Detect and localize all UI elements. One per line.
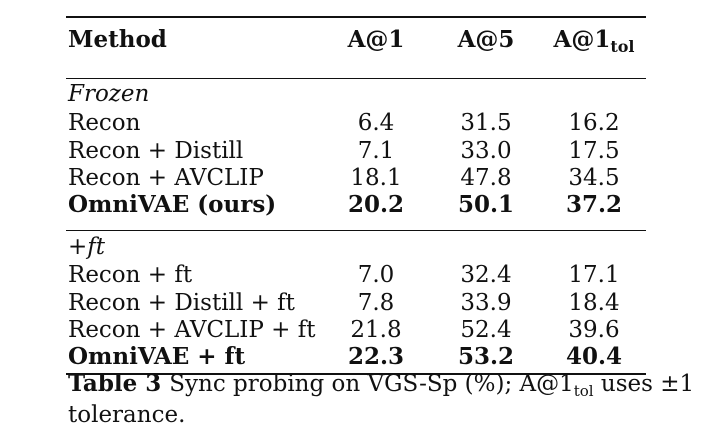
cell-method: OmniVAE + ft bbox=[68, 343, 246, 370]
header-row: Method A@1 A@5 A@1tol bbox=[66, 26, 646, 56]
cell-a1-tol: 17.5 bbox=[568, 138, 620, 164]
header-a1-tol-base: A@1 bbox=[553, 26, 611, 53]
table-row-highlight: OmniVAE (ours) 20.2 50.1 37.2 bbox=[66, 191, 646, 219]
cell-a5: 52.4 bbox=[460, 317, 512, 343]
cell-method: Recon + ft bbox=[68, 262, 193, 288]
caption-sub: tol bbox=[573, 382, 594, 400]
cell-a1: 7.1 bbox=[357, 138, 395, 164]
cell-method: Recon + AVCLIP + ft bbox=[68, 317, 316, 343]
cell-a1-tol: 34.5 bbox=[568, 165, 620, 191]
cell-a1-tol: 16.2 bbox=[568, 110, 620, 136]
table-row: Recon 6.4 31.5 16.2 bbox=[66, 109, 646, 137]
bottom-rule bbox=[66, 373, 646, 375]
cell-a1: 18.1 bbox=[350, 165, 402, 191]
cell-a1-tol: 17.1 bbox=[568, 262, 620, 288]
cell-a5: 50.1 bbox=[457, 191, 515, 218]
header-a5: A@5 bbox=[457, 26, 515, 53]
top-rule bbox=[66, 16, 646, 18]
table-row: Recon + AVCLIP 18.1 47.8 34.5 bbox=[66, 164, 646, 192]
table-row: Recon + ft 7.0 32.4 17.1 bbox=[66, 261, 646, 289]
table-row-highlight: OmniVAE + ft 22.3 53.2 40.4 bbox=[66, 343, 646, 371]
table-row: Recon + Distill + ft 7.8 33.9 18.4 bbox=[66, 289, 646, 317]
cell-a5: 32.4 bbox=[460, 262, 512, 288]
cell-a1: 20.2 bbox=[347, 191, 405, 218]
cell-a5: 53.2 bbox=[457, 343, 515, 370]
cell-a1-tol: 40.4 bbox=[565, 343, 623, 370]
cell-method: Recon + Distill + ft bbox=[68, 290, 295, 316]
section-rule bbox=[66, 230, 646, 232]
cell-a1: 22.3 bbox=[347, 343, 405, 370]
cell-method: Recon + Distill bbox=[68, 138, 244, 164]
cell-a5: 33.9 bbox=[460, 290, 512, 316]
table-row: Recon + AVCLIP + ft 21.8 52.4 39.6 bbox=[66, 316, 646, 344]
cell-a1: 7.8 bbox=[357, 290, 395, 316]
cell-method: Recon + AVCLIP bbox=[68, 165, 264, 191]
mid-rule bbox=[66, 78, 646, 80]
cell-method: OmniVAE (ours) bbox=[68, 191, 277, 218]
cell-a1: 6.4 bbox=[357, 110, 395, 136]
cell-a5: 47.8 bbox=[460, 165, 512, 191]
table-caption: Table 3 Sync probing on VGS-Sp (%); A@1to… bbox=[68, 368, 698, 431]
caption-text-before: Sync probing on VGS-Sp (%); A@1 bbox=[169, 371, 574, 397]
cell-a1-tol: 18.4 bbox=[568, 290, 620, 316]
cell-method: Recon bbox=[68, 110, 141, 136]
section-label: +ft bbox=[68, 234, 106, 260]
header-a1-tol: A@1tol bbox=[544, 26, 644, 56]
header-a1-tol-sub: tol bbox=[610, 37, 635, 56]
table-row: Recon + Distill 7.1 33.0 17.5 bbox=[66, 137, 646, 165]
section-label-frozen: Frozen bbox=[66, 80, 646, 108]
cell-a5: 31.5 bbox=[460, 110, 512, 136]
header-method: Method bbox=[68, 26, 167, 53]
cell-a1-tol: 37.2 bbox=[565, 191, 623, 218]
caption-text-after: uses ±1 tolerance. bbox=[68, 371, 695, 428]
caption-label: Table 3 bbox=[68, 370, 162, 397]
header-a1: A@1 bbox=[347, 26, 405, 53]
cell-a1-tol: 39.6 bbox=[568, 317, 620, 343]
cell-a5: 33.0 bbox=[460, 138, 512, 164]
section-label-ft: +ft bbox=[66, 233, 646, 261]
section-label: Frozen bbox=[68, 81, 150, 107]
cell-a1: 7.0 bbox=[357, 262, 395, 288]
cell-a1: 21.8 bbox=[350, 317, 402, 343]
